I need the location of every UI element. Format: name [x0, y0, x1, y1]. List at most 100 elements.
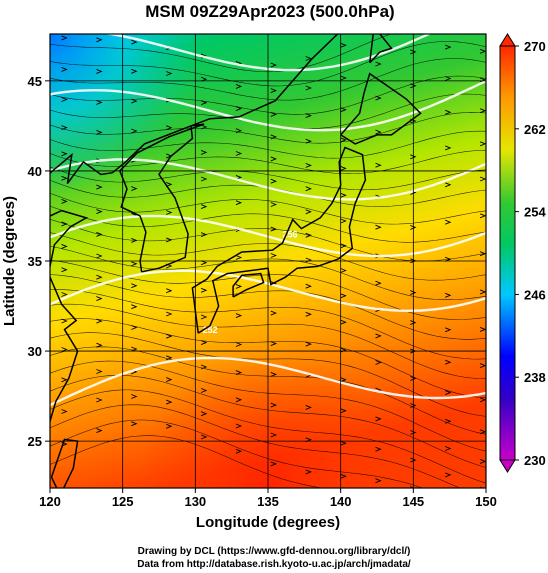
- wind-arrow: [61, 267, 68, 273]
- wind-arrow: [445, 44, 452, 50]
- wind-arrow: [375, 129, 382, 135]
- wind-arrow: [235, 106, 243, 112]
- wind-arrow: [131, 346, 138, 352]
- wind-arrow: [200, 124, 208, 130]
- wind-arrow: [131, 394, 138, 399]
- wind-arrow: [131, 186, 138, 192]
- contour-label: 252: [203, 325, 218, 335]
- wind-arrow: [270, 341, 278, 347]
- wind-arrow: [235, 283, 243, 289]
- wind-arrow: [96, 274, 103, 280]
- contour-label: 256: [283, 230, 298, 240]
- wind-arrow: [340, 293, 347, 299]
- wind-arrow: [200, 100, 208, 106]
- wind-arrow: [61, 292, 68, 297]
- colorbar-tick-label: 270: [524, 39, 546, 54]
- wind-arrow: [340, 137, 347, 143]
- wind-arrow: [270, 88, 278, 94]
- wind-arrow: [270, 62, 278, 68]
- wind-arrow: [96, 397, 103, 403]
- wind-arrow: [410, 320, 417, 326]
- wind-arrow: [270, 402, 278, 408]
- wind-arrow: [480, 513, 485, 517]
- wind-arrow: [479, 326, 486, 332]
- wind-arrow: [61, 221, 68, 227]
- colorbar-ticks: 230 238 246 254 262 270: [515, 39, 546, 468]
- x-tick-label: 130: [184, 494, 206, 509]
- wind-arrow: [340, 440, 347, 446]
- colorbar-tick-label: 262: [524, 122, 546, 137]
- wind-arrow: [445, 446, 452, 451]
- wind-arrow: [200, 287, 208, 293]
- wind-arrow: [479, 251, 486, 257]
- wind-arrow: [235, 151, 243, 156]
- wind-arrow: [131, 261, 138, 267]
- wind-arrow: [305, 85, 312, 91]
- wind-arrow: [340, 42, 347, 48]
- wind-arrow: [445, 499, 450, 503]
- x-tick-label: 140: [330, 494, 352, 509]
- wind-arrow: [96, 68, 103, 74]
- wind-arrow: [270, 461, 278, 467]
- wind-arrow: [235, 313, 243, 319]
- wind-arrow: [410, 83, 417, 89]
- wind-arrow: [410, 224, 417, 230]
- lat-lon-grid: [50, 34, 486, 488]
- coastline: [50, 34, 339, 425]
- wind-arrow: [375, 162, 382, 168]
- coastline: [50, 438, 79, 488]
- wind-arrow: [340, 107, 347, 113]
- coastline: [191, 146, 367, 334]
- wind-arrow: [479, 48, 486, 54]
- wind-arrow: [305, 283, 312, 289]
- wind-arrow: [410, 457, 417, 463]
- wind-arrow: [375, 446, 382, 452]
- wind-arrow: [61, 35, 68, 41]
- wind-arrow: [166, 333, 173, 339]
- wind-arrow: [200, 314, 208, 320]
- wind-arrow: [96, 253, 103, 259]
- wind-arrow: [200, 232, 208, 238]
- wind-arrow: [340, 268, 347, 273]
- y-tick-label: 25: [28, 434, 42, 449]
- chart-title: MSM 09Z29Apr2023 (500.0hPa): [145, 2, 394, 21]
- wind-arrow: [200, 411, 208, 417]
- wind-arrow: [270, 226, 278, 232]
- wind-arrow: [375, 280, 382, 286]
- wind-arrow: [270, 178, 278, 184]
- wind-arrow: [200, 434, 208, 440]
- wind-arrow: [375, 416, 382, 422]
- wind-arrow: [410, 403, 417, 408]
- wind-arrow: [96, 209, 103, 215]
- x-tick-label: 120: [39, 494, 61, 509]
- wind-arrow: [200, 149, 208, 155]
- map-field: 252 256: [50, 34, 486, 517]
- colorbar: 230 238 246 254 262 270: [499, 33, 546, 473]
- colorbar-tick-label: 238: [524, 370, 546, 385]
- wind-arrow: [61, 377, 68, 383]
- wind-arrow: [445, 390, 452, 396]
- wind-arrow: [375, 333, 382, 339]
- wind-arrow: [61, 409, 68, 414]
- wind-arrow: [375, 478, 382, 484]
- wind-arrow: [200, 340, 208, 346]
- wind-arrow: [340, 243, 347, 249]
- wind-arrow: [96, 428, 103, 434]
- wind-arrow: [340, 75, 347, 81]
- wind-arrow: [479, 141, 486, 147]
- wind-arrow: [200, 176, 208, 182]
- wind-arrow: [340, 192, 347, 198]
- wind-arrow: [445, 418, 452, 424]
- wind-arrow: [410, 49, 417, 55]
- wind-arrow: [375, 360, 382, 365]
- x-tick-label: 125: [112, 494, 134, 509]
- wind-arrow: [61, 66, 68, 72]
- wind-arrow: [200, 388, 208, 393]
- wind-arrow: [270, 156, 278, 162]
- wind-arrow: [96, 184, 103, 190]
- wind-arrow: [445, 182, 452, 188]
- coastline: [232, 272, 265, 298]
- wind-arrow: [270, 432, 278, 438]
- wind-arrow: [131, 39, 138, 45]
